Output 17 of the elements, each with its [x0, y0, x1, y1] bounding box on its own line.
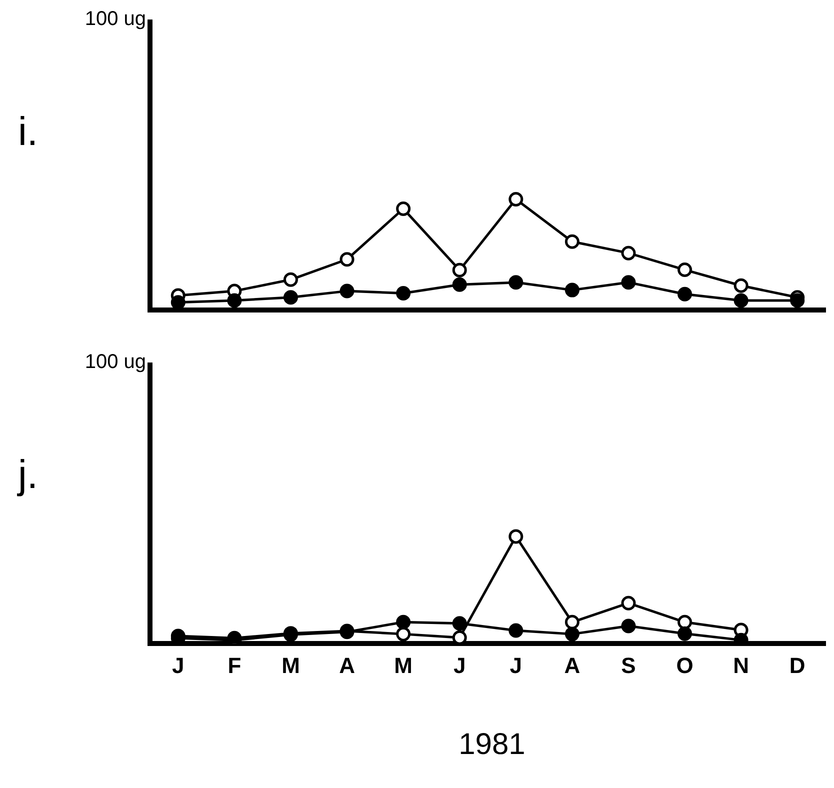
x-tick-label: F: [228, 652, 242, 678]
x-tick-label: A: [564, 652, 580, 678]
x-tick-label: N: [733, 652, 750, 678]
x-tick-label: S: [621, 652, 636, 678]
x-tick-label: J: [510, 652, 522, 678]
x-axis-title: 1981: [458, 728, 526, 762]
text: 100 ug: [84, 8, 146, 31]
x-tick-label: J: [453, 652, 466, 678]
x-tick-label: M: [394, 652, 412, 678]
x-tick-label: O: [676, 652, 694, 678]
chart-title: j.: [18, 453, 38, 498]
x-tick-label: D: [789, 652, 806, 678]
x-tick-label: M: [282, 652, 300, 678]
text: 100 ug: [84, 351, 146, 374]
chart-title: i.: [18, 110, 38, 155]
x-tick-label: J: [172, 652, 184, 678]
x-tick-label: A: [339, 652, 356, 678]
